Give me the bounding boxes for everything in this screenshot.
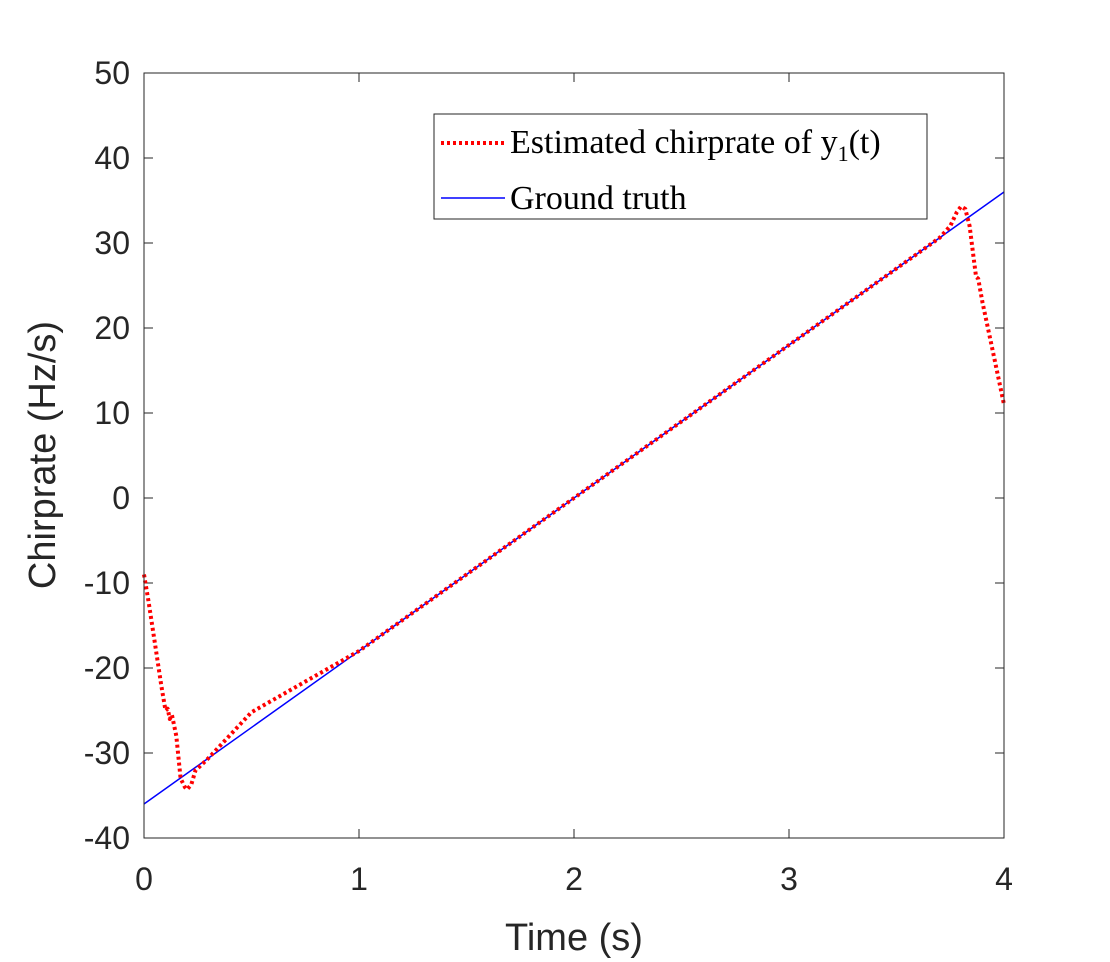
series-layer [142, 191, 1006, 805]
x-tick-label: 3 [780, 861, 798, 897]
y-axis-ticks: -40 -30 -20 -10 0 10 20 30 40 50 [84, 55, 1004, 856]
legend-label-estimated-suffix: (t) [849, 124, 881, 161]
legend: Estimated chirprate of y1(t) Ground trut… [433, 113, 928, 220]
x-axis-label: Time (s) [505, 917, 643, 959]
y-tick-label: -30 [84, 735, 130, 771]
legend-box [433, 113, 928, 220]
x-tick-label: 2 [565, 861, 583, 897]
plot-frame [143, 72, 1005, 839]
legend-label-estimated: Estimated chirprate of y1(t) [510, 124, 881, 166]
series-line-estimated [142, 204, 1006, 792]
legend-label-estimated-subscript: 1 [838, 141, 849, 166]
y-tick-label: 0 [112, 480, 130, 516]
y-tick-label: -10 [84, 565, 130, 601]
y-axis-label: Chirprate (Hz/s) [22, 321, 64, 589]
x-tick-label: 4 [995, 861, 1013, 897]
y-tick-label: 20 [94, 310, 130, 346]
x-tick-label: 0 [135, 861, 153, 897]
y-tick-label: 30 [94, 225, 130, 261]
y-tick-label: 50 [94, 55, 130, 91]
y-tick-label: 10 [94, 395, 130, 431]
y-tick-label: -20 [84, 650, 130, 686]
legend-label-ground-truth: Ground truth [510, 180, 687, 217]
y-tick-label: 40 [94, 140, 130, 176]
x-axis-ticks: 0 1 2 3 4 [135, 73, 1013, 897]
y-tick-label: -40 [84, 820, 130, 856]
x-tick-label: 1 [350, 861, 368, 897]
legend-label-estimated-main: Estimated chirprate of y [510, 124, 838, 161]
